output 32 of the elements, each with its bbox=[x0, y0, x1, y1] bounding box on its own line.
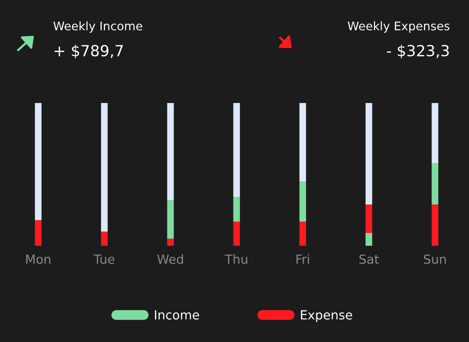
bar bbox=[432, 162, 438, 204]
x-tick-label: Wed bbox=[157, 254, 183, 264]
bar bbox=[233, 197, 240, 222]
x-tick-label: Mon bbox=[26, 254, 50, 264]
text: Weekly Expenses bbox=[348, 21, 450, 33]
bar bbox=[34, 102, 42, 220]
bar bbox=[101, 102, 108, 232]
bar bbox=[432, 204, 438, 246]
x-tick-label: Sat bbox=[359, 254, 379, 264]
bar bbox=[432, 102, 438, 163]
bar bbox=[366, 204, 372, 234]
bar bbox=[233, 222, 240, 246]
text: + $789,7 bbox=[54, 44, 123, 58]
bar bbox=[167, 200, 174, 239]
bar bbox=[167, 238, 174, 246]
bar bbox=[167, 102, 174, 200]
bar bbox=[366, 102, 372, 204]
bar bbox=[299, 102, 306, 182]
legend-label: Expense bbox=[300, 310, 352, 322]
x-tick-label: Tue bbox=[94, 254, 114, 264]
bar bbox=[366, 233, 372, 246]
bar bbox=[101, 232, 108, 246]
legend-label: Income bbox=[154, 310, 200, 320]
x-tick-label: Sun bbox=[424, 254, 446, 264]
bar bbox=[299, 222, 306, 246]
x-tick-label: Fri bbox=[296, 254, 310, 264]
bar bbox=[233, 102, 240, 198]
text: Weekly Income bbox=[53, 21, 142, 33]
x-tick-label: Thu bbox=[224, 254, 248, 264]
bar bbox=[299, 182, 306, 222]
bar bbox=[34, 220, 42, 246]
text: - $323,3 bbox=[386, 44, 449, 58]
